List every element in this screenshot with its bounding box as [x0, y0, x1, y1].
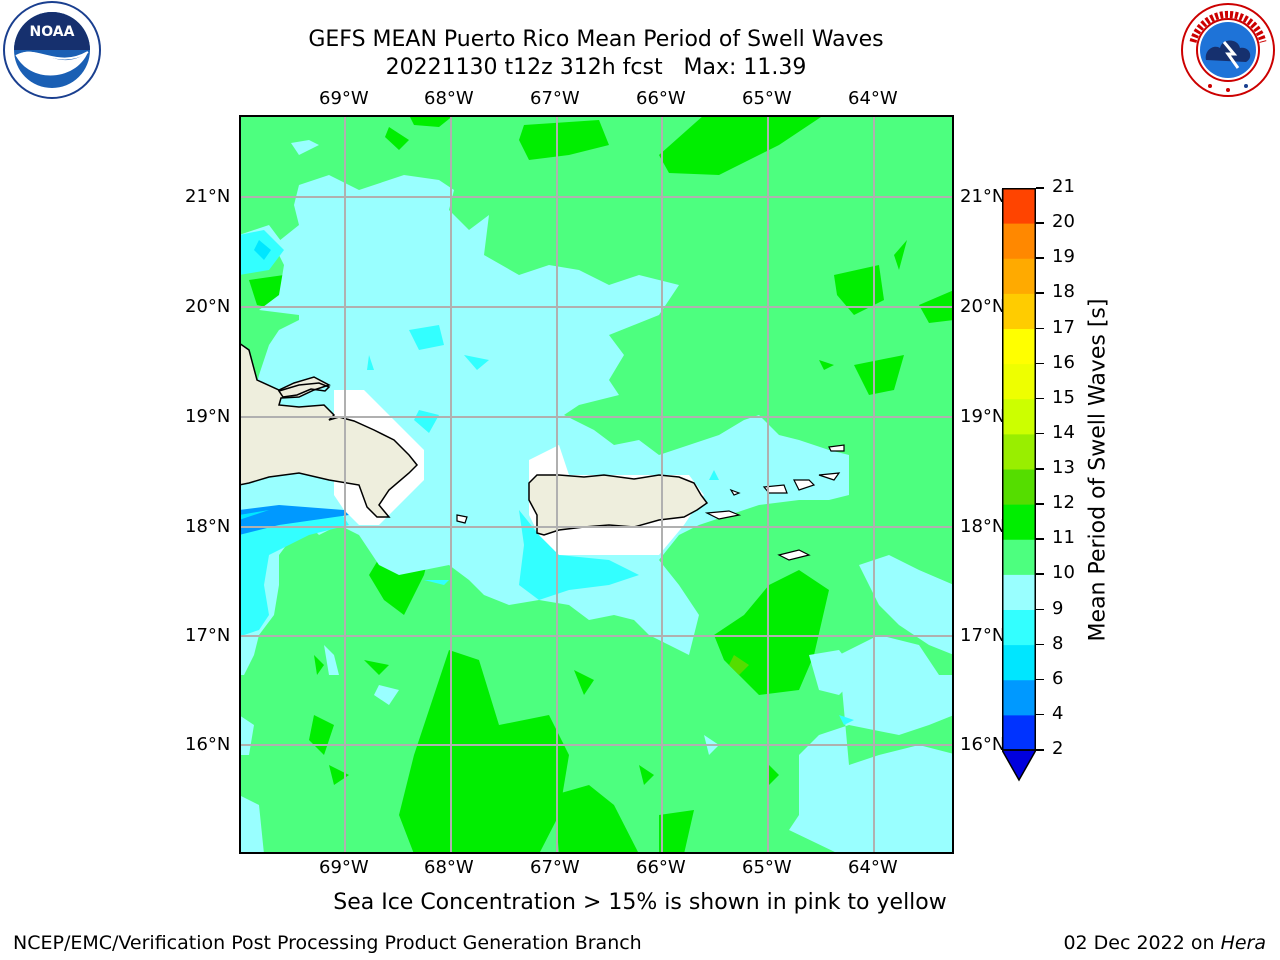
lat-label-left-18n: 18°N [185, 516, 231, 537]
lat-label-left-17n: 17°N [185, 625, 231, 646]
chart-title: GEFS MEAN Puerto Rico Mean Period of Swe… [308, 27, 884, 52]
colorbar-swatch-9 [1002, 574, 1036, 610]
colorbar-tick-6: 6 [1052, 667, 1064, 689]
field-11-12 [729, 655, 749, 675]
lat-label-left-20n: 20°N [185, 296, 231, 317]
lon-label-top-65w: 65°W [742, 88, 792, 109]
noaa-logo: NOAA [2, 0, 102, 100]
colorbar-tick-10: 10 [1052, 562, 1075, 584]
colorbar-tick-mark [1036, 257, 1044, 259]
map-panel [238, 115, 954, 854]
colorbar-tick-9: 9 [1052, 597, 1064, 619]
small-islands [456, 444, 845, 561]
colorbar-swatch-11 [1002, 504, 1036, 540]
sea-ice-note: Sea Ice Concentration > 15% is shown in … [333, 890, 947, 915]
field-4-6 [239, 510, 269, 520]
colorbar-tick-mark [1036, 749, 1044, 751]
colorbar-tick-13: 13 [1052, 457, 1075, 478]
lon-label-bottom-68w: 68°W [424, 857, 474, 878]
colorbar-underflow [1000, 749, 1038, 782]
colorbar-tick-mark [1036, 678, 1044, 681]
nws-logo [1180, 2, 1276, 98]
colorbar-tick-mark [1036, 538, 1044, 540]
colorbar-swatch-10 [1002, 539, 1036, 575]
colorbar-tick-mark [1036, 187, 1044, 189]
lon-label-top-68w: 68°W [424, 88, 474, 109]
lat-label-left-16n: 16°N [185, 734, 231, 755]
lon-label-bottom-66w: 66°W [636, 857, 686, 878]
colorbar-swatch-13 [1002, 433, 1036, 470]
colorbar-swatches [1000, 188, 1038, 782]
footer-machine: Hera [1220, 932, 1266, 954]
lon-label-top-69w: 69°W [319, 88, 369, 109]
lat-label-right-17n: 17°N [960, 625, 1006, 646]
colorbar-tick-mark [1036, 432, 1044, 435]
lon-label-bottom-67w: 67°W [530, 857, 580, 878]
lat-label-left-21n: 21°N [185, 186, 231, 207]
colorbar-tick-12: 12 [1052, 492, 1075, 514]
lon-label-bottom-69w: 69°W [319, 857, 369, 878]
lat-label-right-21n: 21°N [960, 186, 1006, 207]
colorbar-swatch-14 [1002, 398, 1036, 435]
colorbar-tick-mark [1036, 573, 1044, 575]
colorbar-swatch-6 [1002, 644, 1036, 681]
colorbar-swatch-8 [1002, 609, 1036, 646]
lat-label-right-20n: 20°N [960, 296, 1006, 317]
colorbar-tick-19: 19 [1052, 246, 1075, 268]
graticule [239, 115, 954, 854]
colorbar-tick-17: 17 [1052, 316, 1075, 338]
colorbar-tick-18: 18 [1052, 281, 1075, 303]
lat-label-right-19n: 19°N [960, 406, 1006, 427]
footer-date: 02 Dec 2022 on Hera [1063, 932, 1266, 954]
colorbar-frame [1002, 188, 1036, 751]
colorbar-swatch-18 [1002, 258, 1036, 294]
colorbar-swatch-17 [1002, 293, 1036, 329]
colorbar-tick-mark [1036, 608, 1044, 610]
colorbar-tick-mark [1036, 362, 1044, 365]
chart-subtitle-run: 20221130 t12z 312h fcst Max: 11.39 [385, 55, 807, 80]
colorbar-swatch-19 [1002, 223, 1036, 259]
colorbar-title: Mean Period of Swell Waves [s] [1085, 298, 1111, 642]
colorbar-tick-8: 8 [1052, 632, 1064, 654]
colorbar [1000, 188, 1038, 782]
colorbar-tick-16: 16 [1052, 351, 1075, 373]
lon-label-bottom-64w: 64°W [848, 857, 898, 878]
svg-text:NOAA: NOAA [30, 24, 75, 40]
colorbar-tick-11: 11 [1052, 527, 1075, 549]
colorbar-swatch-20 [1002, 188, 1036, 224]
field-8-9 [239, 140, 954, 854]
colorbar-tick-14: 14 [1052, 421, 1075, 443]
colorbar-tick-mark [1036, 643, 1044, 646]
colorbar-swatch-2 [1002, 714, 1036, 751]
field-10-11 [249, 115, 954, 854]
lon-label-top-64w: 64°W [848, 88, 898, 109]
colorbar-tick-mark [1036, 327, 1044, 329]
swell-period-map [238, 115, 954, 854]
colorbar-swatch-15 [1002, 363, 1036, 400]
lon-label-top-67w: 67°W [530, 88, 580, 109]
colorbar-tick-mark [1036, 503, 1044, 505]
colorbar-tick-mark [1036, 222, 1044, 224]
lon-label-top-66w: 66°W [636, 88, 686, 109]
colorbar-tick-2: 2 [1052, 738, 1064, 759]
lat-label-right-16n: 16°N [960, 734, 1006, 755]
colorbar-swatch-4 [1002, 679, 1036, 716]
lat-label-left-19n: 19°N [185, 406, 231, 427]
colorbar-tick-mark [1036, 713, 1044, 716]
colorbar-tick-15: 15 [1052, 386, 1075, 408]
colorbar-tick-mark [1036, 468, 1044, 470]
colorbar-tick-21: 21 [1052, 176, 1075, 197]
colorbar-tick-4: 4 [1052, 702, 1064, 724]
footer-branch: NCEP/EMC/Verification Post Processing Pr… [13, 932, 642, 954]
lon-label-bottom-65w: 65°W [742, 857, 792, 878]
colorbar-swatch-12 [1002, 469, 1036, 505]
colorbar-tick-mark [1036, 397, 1044, 400]
colorbar-tick-mark [1036, 292, 1044, 294]
colorbar-swatch-16 [1002, 328, 1036, 365]
colorbar-tick-20: 20 [1052, 211, 1075, 233]
map-frame [239, 115, 954, 854]
lat-label-right-18n: 18°N [960, 516, 1006, 537]
